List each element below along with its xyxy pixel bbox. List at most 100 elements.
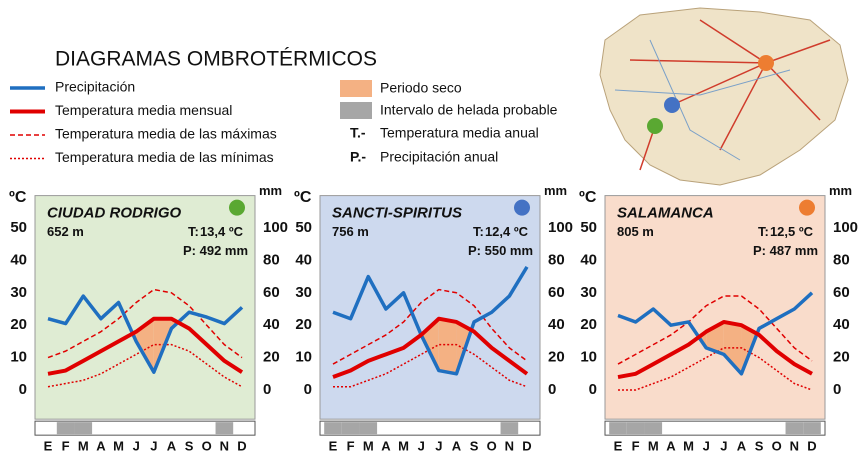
y-tick-label: 30 (295, 284, 312, 301)
x-tick-label: J (418, 439, 425, 454)
annual-precip: P: 487 mm (753, 243, 818, 258)
annual-precip: P: 550 mm (468, 243, 533, 258)
temperature-line (332, 316, 529, 379)
y-axis-label: ºC (579, 189, 597, 206)
y-tick-label: 10 (295, 349, 312, 366)
x-tick-label: J (435, 439, 442, 454)
frost-block (626, 422, 645, 435)
y-tick-label: 20 (295, 316, 312, 333)
x-tick-label: S (185, 439, 194, 454)
legend-label: Precipitación (55, 79, 135, 95)
y2-axis-label: mm (259, 183, 282, 198)
frost-block (785, 422, 804, 435)
x-tick-label: M (683, 439, 694, 454)
y-tick-label: 0 (304, 381, 312, 398)
station-name: CIUDAD RODRIGO (47, 205, 181, 222)
annual-temp: 12,4 ºC (485, 224, 529, 239)
x-tick-label: N (505, 439, 514, 454)
legend-label: Temperatura media de las mínimas (55, 149, 274, 165)
x-tick-label: F (62, 439, 70, 454)
y2-tick-label: 80 (833, 251, 850, 268)
y2-tick-label: 100 (833, 219, 858, 236)
temperature-line (617, 319, 813, 380)
x-tick-label: F (347, 439, 355, 454)
x-tick-label: J (150, 439, 157, 454)
map-marker (758, 55, 774, 71)
y-tick-label: 50 (580, 219, 597, 236)
x-tick-label: M (398, 439, 409, 454)
y-axis-label: ºC (9, 189, 27, 206)
x-tick-label: E (614, 439, 623, 454)
station-marker (229, 199, 245, 216)
y2-axis-label: mm (544, 183, 567, 198)
y-tick-label: 30 (10, 284, 27, 301)
station-marker (514, 199, 530, 216)
map-region (599, 7, 849, 186)
y-tick-label: 0 (19, 381, 27, 398)
frost-block (500, 422, 519, 435)
map-marker (664, 97, 680, 113)
y-tick-label: 10 (580, 349, 597, 366)
y2-tick-label: 80 (548, 251, 565, 268)
x-tick-label: E (329, 439, 338, 454)
x-tick-label: O (772, 439, 782, 454)
x-tick-label: M (113, 439, 124, 454)
precipitation-line (47, 294, 244, 374)
station-marker (799, 199, 815, 216)
y2-tick-label: 40 (548, 316, 565, 333)
y2-tick-label: 100 (548, 219, 573, 236)
x-tick-label: S (755, 439, 764, 454)
temperature-line (332, 288, 528, 365)
y2-tick-label: 0 (833, 381, 841, 398)
y2-tick-label: 60 (263, 284, 280, 301)
x-tick-label: A (666, 439, 676, 454)
y-tick-label: 50 (295, 219, 312, 236)
y-tick-label: 20 (580, 316, 597, 333)
y-tick-label: 50 (10, 219, 27, 236)
x-tick-label: A (381, 439, 391, 454)
y2-tick-label: 40 (833, 316, 850, 333)
annual-precip: P: 492 mm (183, 243, 248, 258)
annual-temp: 12,5 ºC (770, 224, 814, 239)
frost-block (359, 422, 378, 435)
x-tick-label: D (807, 439, 816, 454)
x-tick-label: F (632, 439, 640, 454)
y-axis-label: ºC (294, 189, 312, 206)
map (599, 7, 849, 186)
y-tick-label: 30 (580, 284, 597, 301)
altitude: 756 m (332, 224, 369, 239)
title: DIAGRAMAS OMBROTÉRMICOS (55, 48, 377, 71)
frost-block (74, 422, 93, 435)
annual-temp-key: T: (758, 224, 769, 239)
x-tick-label: J (720, 439, 727, 454)
x-tick-label: S (470, 439, 479, 454)
map-rivers (614, 39, 791, 161)
x-tick-label: N (790, 439, 799, 454)
frost-block (609, 422, 627, 435)
y2-tick-label: 0 (263, 381, 271, 398)
x-tick-label: M (363, 439, 374, 454)
x-tick-label: O (487, 439, 497, 454)
x-tick-label: M (78, 439, 89, 454)
frost-block (56, 422, 75, 435)
dry-period (438, 318, 457, 374)
precipitation-line (617, 291, 814, 376)
frost-block (215, 422, 234, 435)
frost-block (324, 422, 342, 435)
dry-period (136, 318, 154, 373)
x-tick-label: A (737, 439, 747, 454)
x-tick-label: N (220, 439, 229, 454)
y2-axis-label: mm (829, 183, 852, 198)
frost-block (803, 422, 821, 435)
x-tick-label: A (96, 439, 106, 454)
annual-temp-key: T: (188, 224, 199, 239)
legend-label: Temperatura media anual (380, 125, 539, 141)
y-tick-label: 40 (10, 251, 27, 268)
station-name: SANCTI-SPIRITUS (332, 205, 462, 222)
legend-key: P.- (350, 149, 366, 165)
y2-tick-label: 80 (263, 251, 280, 268)
